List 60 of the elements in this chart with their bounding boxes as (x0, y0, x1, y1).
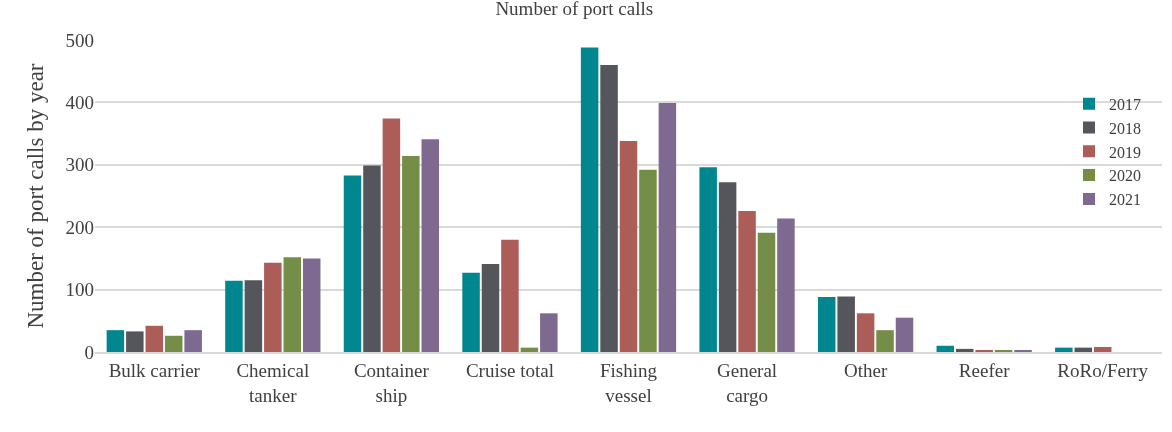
bar (264, 262, 282, 352)
bar (363, 165, 381, 352)
y-tick-label: 500 (65, 29, 94, 51)
bar (600, 64, 618, 352)
bar (777, 218, 795, 352)
bar (283, 257, 302, 352)
y-tick-label: 300 (65, 154, 94, 176)
bar (1055, 347, 1073, 352)
bar (580, 47, 599, 352)
bar (244, 280, 263, 352)
bar (738, 210, 756, 352)
bar (936, 345, 955, 352)
bar (895, 317, 914, 352)
y-tick-label: 100 (65, 279, 94, 301)
x-tick-label: Bulk carrier (108, 359, 201, 381)
legend-label: 2019 (1108, 143, 1141, 161)
bar (876, 330, 894, 352)
bar (402, 156, 420, 352)
bar (639, 169, 657, 352)
bar (126, 331, 144, 352)
x-tick-label: Container ship (353, 359, 430, 406)
x-tick-label: RoRo/Ferry (1057, 359, 1149, 381)
bar (619, 141, 638, 352)
bar (718, 182, 737, 352)
bar (757, 232, 776, 352)
bar (501, 239, 519, 352)
legend-label: 2018 (1108, 119, 1141, 137)
legend-label: 2020 (1108, 167, 1141, 185)
bar (225, 280, 243, 352)
bar (540, 313, 558, 352)
x-tick-label: Other (843, 359, 888, 381)
bar (145, 325, 164, 352)
y-tick-label: 200 (65, 216, 94, 238)
bar (421, 139, 440, 352)
bar (955, 348, 974, 352)
bar (184, 330, 202, 352)
x-tick-label: Reefer (958, 359, 1011, 381)
x-tick-label: Fishing vessel (599, 359, 658, 406)
chart-title: Number of port calls (495, 0, 654, 20)
x-tick-label: Chemical tanker (236, 359, 310, 406)
legend-label: 2017 (1108, 95, 1141, 113)
bar (106, 330, 125, 352)
x-tick-label: General cargo (716, 359, 778, 406)
legend-label: 2021 (1108, 191, 1141, 209)
bar (1093, 347, 1112, 352)
y-tick-label: 0 (84, 341, 94, 363)
bar (817, 297, 836, 352)
bar (658, 103, 677, 352)
bar (382, 118, 401, 352)
y-axis-title: Number of port calls by year (22, 63, 48, 329)
bar (837, 296, 855, 352)
bar (302, 258, 321, 352)
bar (343, 175, 362, 352)
bar (164, 335, 183, 352)
x-tick-label: Cruise total (465, 359, 555, 381)
bar (462, 272, 480, 352)
bar (856, 313, 875, 352)
y-tick-label: 400 (65, 92, 94, 114)
bar (699, 167, 717, 352)
bar (481, 264, 500, 352)
